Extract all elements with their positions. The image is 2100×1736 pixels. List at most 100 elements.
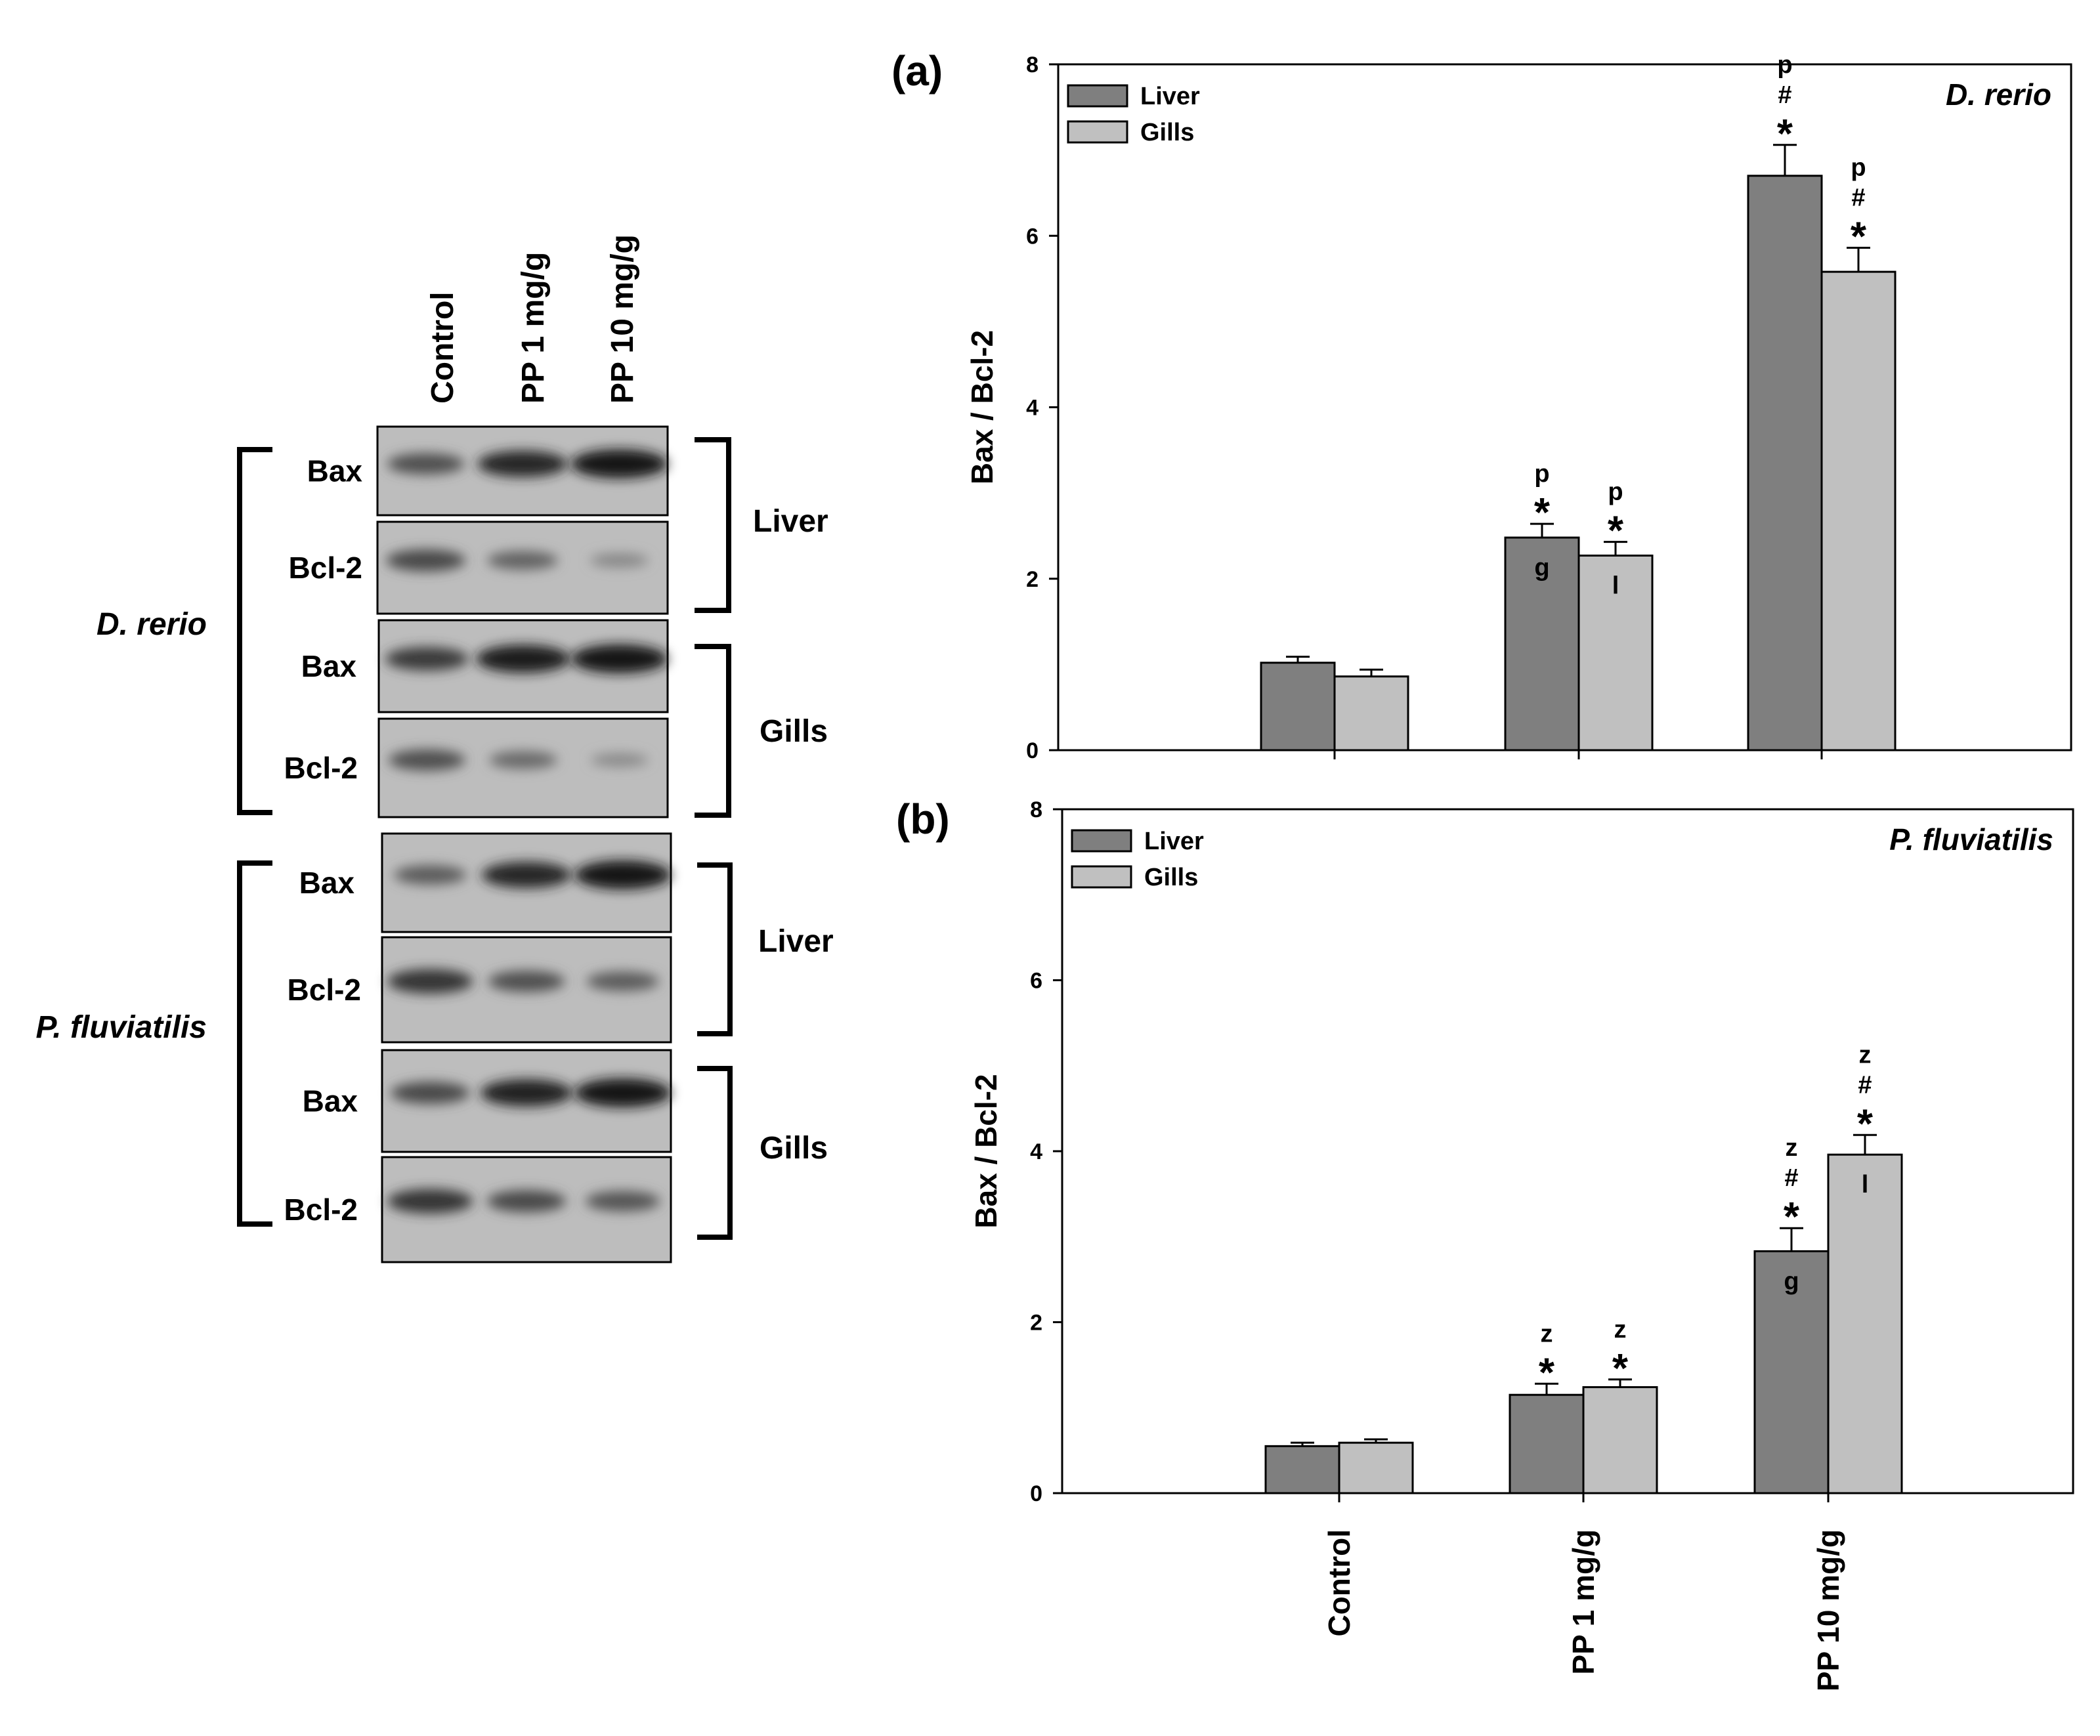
protein-label: Bcl-2 xyxy=(284,751,358,785)
significance-mark: * xyxy=(1534,490,1551,536)
y-tick-label: 8 xyxy=(1026,53,1039,77)
significance-mark: * xyxy=(1857,1101,1874,1147)
significance-mark: * xyxy=(1608,509,1624,554)
protein-label: Bax xyxy=(303,1084,358,1118)
blot-band xyxy=(481,861,572,889)
chart-title: D. rerio xyxy=(1946,77,2051,112)
legend-label: Liver xyxy=(1144,828,1204,855)
legend-swatch xyxy=(1067,84,1128,108)
blot-band xyxy=(487,551,558,570)
blot-band xyxy=(571,644,668,673)
legend-swatch xyxy=(1067,120,1128,144)
bracket-tissue-p-fluviatilis-liver xyxy=(697,862,733,1036)
y-tick-label: 6 xyxy=(1030,969,1042,994)
species-label-d-rerio: D. rerio xyxy=(96,607,207,642)
bracket-tissue-d-rerio-gills xyxy=(695,644,731,818)
bar xyxy=(1333,675,1409,752)
significance-mark: p xyxy=(1851,154,1866,182)
protein-label: Bcl-2 xyxy=(284,1193,358,1227)
chart-title: P. fluviatilis xyxy=(1889,822,2053,857)
bracket-tissue-p-fluviatilis-gills xyxy=(697,1066,733,1240)
legend-swatch xyxy=(1071,829,1132,853)
blot-band xyxy=(570,449,668,478)
y-tick-label: 6 xyxy=(1026,224,1039,249)
bar xyxy=(1260,662,1336,752)
legend-label: Gills xyxy=(1144,864,1198,891)
lane-label-control: Control xyxy=(425,291,460,404)
significance-mark-inside: l xyxy=(1612,572,1619,599)
significance-mark: z xyxy=(1786,1134,1798,1162)
plot-frame xyxy=(1061,808,2074,1494)
bar xyxy=(1264,1445,1340,1494)
blot-band xyxy=(486,1190,567,1212)
legend-swatch xyxy=(1071,865,1132,889)
y-axis-label: Bax / Bcl-2 xyxy=(969,1074,1003,1228)
significance-mark: * xyxy=(1539,1350,1555,1395)
bar xyxy=(1338,1441,1414,1494)
blot-band xyxy=(386,549,466,572)
significance-mark: * xyxy=(1612,1346,1629,1391)
blot-band xyxy=(477,450,568,477)
bar xyxy=(1827,1153,1903,1494)
bracket-species-d-rerio xyxy=(237,447,272,815)
blot-band xyxy=(574,860,672,889)
blot-band xyxy=(387,1189,473,1214)
significance-mark: * xyxy=(1777,112,1793,157)
x-tick-label: Control xyxy=(1322,1529,1356,1637)
bar xyxy=(1747,175,1823,752)
bar xyxy=(1509,1393,1585,1494)
y-tick-label: 0 xyxy=(1030,1481,1042,1506)
y-tick-label: 2 xyxy=(1026,567,1039,592)
significance-mark: # xyxy=(1858,1071,1872,1099)
protein-label: Bax xyxy=(301,649,357,683)
significance-mark: # xyxy=(1851,184,1865,212)
significance-mark: * xyxy=(1851,215,1867,260)
blot-band xyxy=(574,1078,672,1108)
panel-label: (a) xyxy=(891,47,943,95)
bar xyxy=(1577,554,1654,752)
lane-label-pp1: PP 1 mg/g xyxy=(516,252,551,404)
blot-band xyxy=(394,865,467,885)
y-axis-label: Bax / Bcl-2 xyxy=(965,330,999,484)
y-tick-label: 4 xyxy=(1030,1139,1042,1164)
bar xyxy=(1582,1386,1658,1494)
blot-band xyxy=(488,971,565,992)
panel-label: (b) xyxy=(896,795,950,843)
blot-band xyxy=(391,1082,470,1104)
protein-label: Bax xyxy=(299,866,355,900)
chart-panel-b: 0 2 4 6 8 Bax / Bcl-2 (b) P. fluviatilis Liver Gi… xyxy=(896,795,2074,1691)
blot-band xyxy=(480,1079,573,1107)
bracket-tissue-d-rerio-liver xyxy=(695,437,731,613)
western-blot-panel: Control PP 1 mg/g PP 10 mg/g Bax Bcl-2 Bax… xyxy=(35,234,834,1263)
protein-label: Bcl-2 xyxy=(289,551,362,585)
bar xyxy=(1820,270,1896,752)
blot-band xyxy=(385,646,469,671)
significance-mark-inside: l xyxy=(1862,1171,1869,1198)
protein-label: Bax xyxy=(307,454,363,488)
y-tick-label: 8 xyxy=(1030,797,1042,822)
blot-band xyxy=(585,1191,660,1212)
blot-band xyxy=(387,453,465,475)
significance-mark: z xyxy=(1859,1041,1872,1069)
protein-label: Bcl-2 xyxy=(288,973,361,1007)
significance-mark: p xyxy=(1608,478,1623,506)
bracket-species-p-fluviatilis xyxy=(237,860,272,1227)
blot-band xyxy=(589,553,649,568)
legend-label: Gills xyxy=(1140,119,1194,146)
y-tick-label: 0 xyxy=(1026,738,1039,763)
blot-band xyxy=(591,753,649,767)
blot-band xyxy=(476,645,570,673)
significance-mark: z xyxy=(1614,1316,1627,1344)
blot-band xyxy=(387,969,473,994)
significance-mark: # xyxy=(1784,1164,1798,1192)
significance-mark-inside: g xyxy=(1534,554,1549,582)
significance-mark: * xyxy=(1784,1195,1800,1240)
tissue-label-d-rerio-liver: Liver xyxy=(753,504,828,539)
significance-mark: # xyxy=(1778,81,1791,109)
lane-label-pp10: PP 10 mg/g xyxy=(605,234,640,404)
significance-mark: z xyxy=(1541,1320,1553,1347)
tissue-label-p-fluviatilis-gills: Gills xyxy=(760,1131,828,1166)
tissue-label-p-fluviatilis-liver: Liver xyxy=(758,924,834,959)
x-tick-label: PP 1 mg/g xyxy=(1566,1529,1600,1675)
